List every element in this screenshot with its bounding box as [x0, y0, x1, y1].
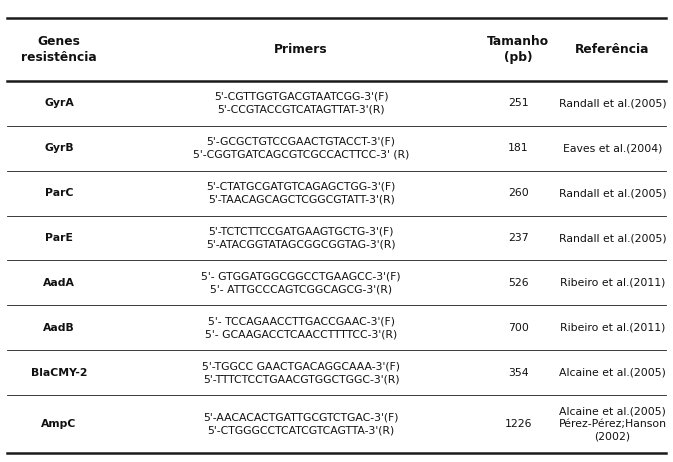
Text: 354: 354	[508, 368, 528, 378]
Text: Referência: Referência	[575, 43, 649, 56]
Text: AmpC: AmpC	[41, 419, 77, 429]
Text: 5'-TCTCTTCCGATGAAGTGCTG-3'(F)
5'-ATACGGTATAGCGGCGGTAG-3'(R): 5'-TCTCTTCCGATGAAGTGCTG-3'(F) 5'-ATACGGT…	[207, 226, 396, 249]
Text: Tamanho
(pb): Tamanho (pb)	[487, 35, 549, 64]
Text: GyrA: GyrA	[44, 98, 74, 108]
Text: GyrB: GyrB	[44, 143, 74, 153]
Text: 5'-AACACACTGATTGCGTCTGAC-3'(F)
5'-CTGGGCCTCATCGTCAGTTA-3'(R): 5'-AACACACTGATTGCGTCTGAC-3'(F) 5'-CTGGGC…	[203, 413, 399, 436]
Text: Randall et al.(2005): Randall et al.(2005)	[559, 233, 666, 243]
Text: ParE: ParE	[45, 233, 73, 243]
Text: ParC: ParC	[44, 188, 73, 198]
Text: Randall et al.(2005): Randall et al.(2005)	[559, 188, 666, 198]
Text: Randall et al.(2005): Randall et al.(2005)	[559, 98, 666, 108]
Text: BlaCMY-2: BlaCMY-2	[31, 368, 87, 378]
Text: 251: 251	[508, 98, 528, 108]
Text: AadB: AadB	[43, 323, 75, 333]
Text: 5'-CTATGCGATGTCAGAGCTGG-3'(F)
5'-TAACAGCAGCTCGGCGTATT-3'(R): 5'-CTATGCGATGTCAGAGCTGG-3'(F) 5'-TAACAGC…	[207, 182, 396, 205]
Text: 181: 181	[508, 143, 528, 153]
Text: Alcaine et al.(2005)
Pérez-Pérez;Hanson
(2002): Alcaine et al.(2005) Pérez-Pérez;Hanson …	[559, 407, 666, 442]
Text: Ribeiro et al.(2011): Ribeiro et al.(2011)	[560, 278, 665, 288]
Text: 526: 526	[508, 278, 528, 288]
Text: 5'- TCCAGAACCTTGACCGAAC-3'(F)
5'- GCAAGACCTCAACCTTTTCC-3'(R): 5'- TCCAGAACCTTGACCGAAC-3'(F) 5'- GCAAGA…	[205, 316, 397, 340]
Text: 237: 237	[508, 233, 528, 243]
Text: Eaves et al.(2004): Eaves et al.(2004)	[563, 143, 662, 153]
Text: Genes
resistência: Genes resistência	[21, 35, 97, 64]
Text: AadA: AadA	[43, 278, 75, 288]
Text: 5'-GCGCTGTCCGAACTGTACCT-3'(F)
5'-CGGTGATCAGCGTCGCCACTTCC-3' (R): 5'-GCGCTGTCCGAACTGTACCT-3'(F) 5'-CGGTGAT…	[193, 136, 409, 160]
Text: Ribeiro et al.(2011): Ribeiro et al.(2011)	[560, 323, 665, 333]
Text: Primers: Primers	[275, 43, 328, 56]
Text: 700: 700	[507, 323, 529, 333]
Text: 1226: 1226	[505, 419, 532, 429]
Text: Alcaine et al.(2005): Alcaine et al.(2005)	[559, 368, 666, 378]
Text: 5'-TGGCC GAACTGACAGGCAAA-3'(F)
5'-TTTCTCCTGAACGTGGCTGGC-3'(R): 5'-TGGCC GAACTGACAGGCAAA-3'(F) 5'-TTTCTC…	[202, 361, 400, 384]
Text: 260: 260	[508, 188, 528, 198]
Text: 5'- GTGGATGGCGGCCTGAAGCC-3'(F)
5'- ATTGCCCAGTCGGCAGCG-3'(R): 5'- GTGGATGGCGGCCTGAAGCC-3'(F) 5'- ATTGC…	[201, 271, 401, 295]
Text: 5'-CGTTGGTGACGTAATCGG-3'(F)
5'-CCGTACCGTCATAGTTAT-3'(R): 5'-CGTTGGTGACGTAATCGG-3'(F) 5'-CCGTACCGT…	[214, 91, 388, 115]
